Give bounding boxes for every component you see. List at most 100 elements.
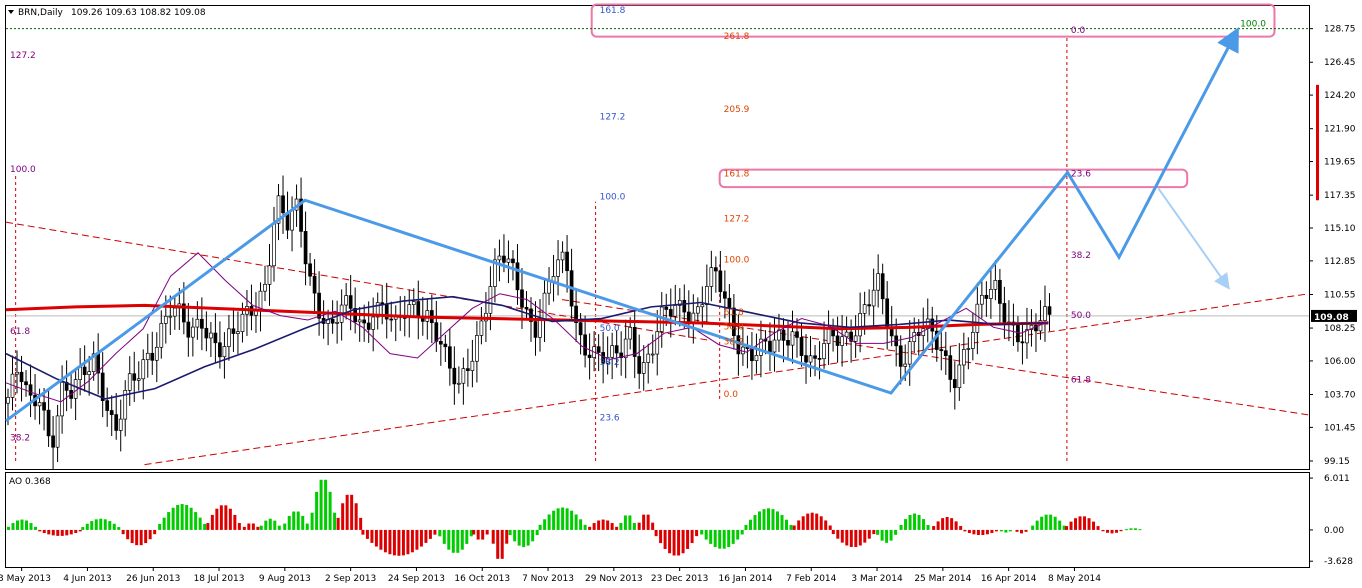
- ao-bar: [917, 514, 921, 530]
- ao-bar: [945, 516, 949, 530]
- ao-bar: [538, 524, 542, 530]
- candle-up: [808, 355, 813, 363]
- ao-bar: [561, 507, 565, 530]
- ao-bar: [292, 511, 296, 530]
- candle-down: [732, 307, 736, 336]
- ao-bar: [419, 529, 423, 547]
- candle-down: [19, 371, 24, 383]
- ao-bar: [228, 508, 232, 530]
- x-tick-label: 8 May 2014: [1048, 574, 1101, 584]
- fib-box: [718, 168, 1189, 189]
- candle-down: [714, 267, 718, 272]
- ao-bar: [112, 523, 116, 530]
- candle-down: [1047, 306, 1052, 315]
- candle-down: [24, 381, 28, 386]
- fib-label: 100.0: [1240, 20, 1266, 30]
- ao-bar: [552, 510, 556, 530]
- x-tick-label: 16 Jan 2014: [718, 574, 772, 584]
- fib-label: 127.2: [724, 215, 750, 225]
- fib-label: 205.9: [724, 105, 750, 115]
- ao-bar: [654, 529, 658, 537]
- candle-down: [1034, 324, 1038, 332]
- ao-bar: [570, 510, 574, 530]
- candle-up: [957, 364, 962, 389]
- current-price-label: 109.08: [1314, 313, 1349, 323]
- x-tick-label: 26 Jun 2013: [126, 574, 180, 584]
- ao-bar: [185, 504, 189, 530]
- ao-bar: [1129, 528, 1133, 530]
- x-axis: 13 May 2013 4 Jun 2013 26 Jun 2013 18 Jul 2…: [0, 567, 1101, 584]
- fib-label: 100.0: [10, 165, 36, 175]
- ao-bar: [1020, 529, 1024, 534]
- ao-tick-label: -3.628: [1324, 557, 1353, 567]
- ao-bar: [415, 529, 419, 550]
- ao-bar: [845, 529, 849, 546]
- y-tick-label: 121.90: [1324, 125, 1356, 135]
- ao-bar: [999, 529, 1003, 532]
- candle-down: [384, 304, 389, 320]
- candle-up: [91, 353, 96, 373]
- symbol-label[interactable]: BRN,Daily: [18, 8, 63, 18]
- y-tick-label: 110.55: [1324, 290, 1356, 300]
- x-tick-label: 7 Nov 2013: [522, 574, 574, 584]
- ao-bar: [273, 520, 277, 530]
- ao-bar: [350, 494, 354, 530]
- candle-down: [114, 414, 119, 431]
- y-tick-label: 124.20: [1324, 91, 1356, 101]
- candle-up: [700, 304, 705, 308]
- ao-bar: [237, 523, 241, 530]
- ao-bar: [1110, 529, 1114, 534]
- ao-bar: [1035, 520, 1039, 530]
- moving-averages: [5, 252, 1049, 403]
- candle-up: [145, 352, 150, 361]
- ao-bar: [189, 507, 193, 530]
- candle-down: [952, 379, 957, 389]
- x-tick-label: 29 Nov 2013: [585, 574, 643, 584]
- fib-label: 23.6: [1071, 169, 1091, 179]
- ao-bar: [936, 521, 940, 530]
- candle-up: [118, 418, 123, 431]
- y-tick-label: 99.15: [1324, 457, 1350, 467]
- candle-down: [727, 297, 732, 309]
- candle-up: [335, 321, 339, 324]
- ao-bar: [56, 529, 60, 536]
- ao-bar: [615, 526, 619, 530]
- candle-up: [542, 292, 547, 321]
- candlesticks: [6, 175, 1052, 469]
- ao-bar: [876, 529, 880, 535]
- ao-bar: [336, 517, 340, 530]
- ao-bar: [374, 529, 378, 547]
- ao-bar: [206, 523, 210, 530]
- y-axis: 128.75 126.45 124.20 121.90 119.65 117.35 115.…: [1309, 25, 1356, 467]
- ao-bar: [1083, 516, 1087, 530]
- y-tick-label: 115.10: [1324, 224, 1356, 234]
- candle-up: [163, 315, 168, 324]
- x-tick-label: 13 May 2013: [0, 574, 51, 584]
- ao-bar: [90, 521, 94, 530]
- ao-bar: [806, 513, 810, 530]
- ao-bar: [153, 529, 157, 535]
- ao-bar: [268, 518, 272, 530]
- candle-up: [840, 336, 844, 346]
- ao-bar: [259, 525, 263, 530]
- x-tick-label: 7 Feb 2014: [786, 574, 837, 584]
- candle-up: [172, 307, 177, 317]
- candle-up: [191, 326, 195, 338]
- ao-bar: [1040, 516, 1044, 530]
- dropdown-triangle-icon[interactable]: [8, 10, 14, 14]
- candle-up: [623, 338, 628, 359]
- candle-up: [159, 323, 164, 348]
- candle-down: [502, 255, 506, 263]
- fib-label: 161.8: [724, 169, 750, 179]
- ao-bar: [148, 529, 152, 540]
- candle-down: [948, 355, 953, 380]
- ao-bar: [65, 529, 69, 536]
- candle-up: [691, 312, 696, 323]
- ao-bar: [108, 521, 112, 530]
- ao-bar: [976, 529, 980, 536]
- candle-up: [754, 355, 759, 362]
- candle-up: [1029, 324, 1034, 331]
- ao-bar: [792, 525, 796, 530]
- ao-label: AO 0.368: [9, 477, 51, 487]
- ao-bar: [601, 519, 605, 530]
